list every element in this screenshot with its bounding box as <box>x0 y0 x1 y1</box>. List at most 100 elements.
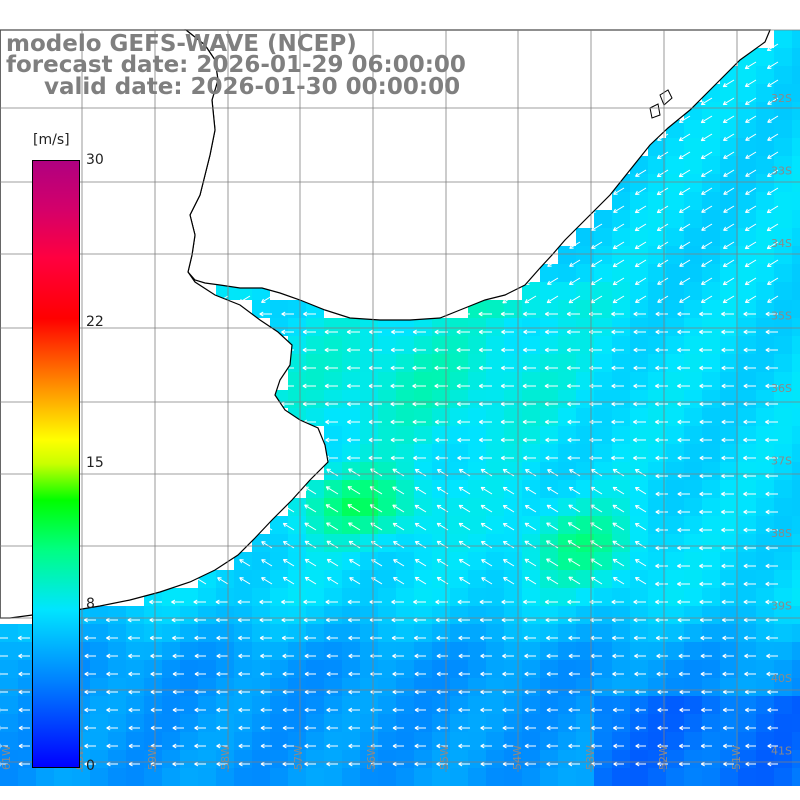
wind-arrow <box>700 169 713 177</box>
wind-arrow <box>721 491 734 497</box>
wind-cell <box>450 624 468 642</box>
wind-arrow <box>414 576 427 585</box>
wind-cell <box>558 570 576 588</box>
wind-cell <box>450 552 468 570</box>
wind-arrow <box>172 761 184 767</box>
wind-arrow <box>390 419 404 425</box>
wind-arrow <box>699 599 712 605</box>
wind-arrow <box>744 689 756 695</box>
wind-arrow <box>84 617 96 623</box>
wind-arrow <box>325 486 339 495</box>
wind-cell <box>360 462 378 480</box>
wind-arrow <box>369 329 382 335</box>
wind-cell <box>558 534 576 552</box>
wind-arrow <box>743 473 756 479</box>
wind-arrow <box>391 635 404 641</box>
wind-arrow <box>721 563 734 569</box>
wind-cell <box>180 696 198 714</box>
wind-cell <box>630 624 648 642</box>
wind-cell <box>432 336 450 354</box>
wind-cell <box>558 480 576 498</box>
wind-cell <box>360 498 378 516</box>
wind-cell <box>396 426 414 444</box>
wind-cell <box>702 426 720 444</box>
wind-cell <box>594 606 612 624</box>
wind-arrow <box>655 581 668 587</box>
wind-cell <box>630 678 648 696</box>
wind-arrow <box>237 617 250 623</box>
wind-arrow <box>523 329 536 335</box>
wind-cell <box>198 624 216 642</box>
wind-cell <box>0 642 18 660</box>
wind-arrow <box>302 383 316 389</box>
wind-arrow <box>414 540 427 549</box>
wind-arrow <box>655 419 668 425</box>
wind-cell <box>630 552 648 570</box>
wind-arrow <box>765 383 778 389</box>
wind-arrow <box>745 761 756 767</box>
wind-arrow <box>634 223 647 232</box>
wind-arrow <box>172 689 184 695</box>
wind-arrow <box>193 617 206 623</box>
wind-arrow <box>699 545 712 551</box>
wind-cell <box>576 660 594 678</box>
wind-arrow <box>239 577 251 585</box>
wind-cell <box>756 156 774 174</box>
wind-cell <box>486 714 504 732</box>
wind-cell <box>432 354 450 372</box>
wind-arrow <box>677 311 690 317</box>
wind-cell <box>666 246 684 264</box>
wind-arrow <box>634 671 646 677</box>
wind-cell <box>504 336 522 354</box>
wind-arrow <box>347 486 361 495</box>
wind-arrow <box>544 347 558 353</box>
wind-arrow <box>546 725 558 731</box>
wind-cell <box>666 372 684 390</box>
wind-arrow <box>238 689 250 695</box>
wind-arrow <box>194 671 206 677</box>
wind-cell <box>450 516 468 534</box>
wind-arrow <box>346 329 360 335</box>
wind-cell <box>486 300 504 318</box>
wind-arrow <box>259 635 272 641</box>
wind-arrow <box>679 223 691 231</box>
wind-cell <box>774 120 792 138</box>
wind-cell <box>792 408 800 426</box>
wind-cell <box>702 372 720 390</box>
wind-cell <box>522 534 540 552</box>
wind-arrow <box>656 241 669 249</box>
wind-cell <box>684 624 702 642</box>
wind-cell <box>0 624 18 642</box>
wind-arrow <box>238 743 250 749</box>
wind-cell <box>774 426 792 444</box>
wind-arrow <box>0 672 8 676</box>
wind-arrow <box>633 617 646 623</box>
wind-cell <box>684 174 702 192</box>
wind-cell <box>756 480 774 498</box>
wind-cell <box>558 732 576 750</box>
wind-cell <box>720 318 738 336</box>
wind-arrow <box>369 504 383 513</box>
wind-arrow <box>699 401 712 407</box>
wind-cell <box>684 516 702 534</box>
wind-arrow <box>216 743 228 749</box>
wind-arrow <box>744 671 756 677</box>
wind-cell <box>486 480 504 498</box>
wind-arrow <box>414 468 427 477</box>
wind-cell <box>486 408 504 426</box>
wind-cell <box>576 462 594 480</box>
wind-arrow <box>501 599 514 605</box>
wind-cell <box>792 390 800 408</box>
wind-arrow <box>613 725 624 731</box>
wind-arrow <box>479 437 492 443</box>
wind-arrow <box>765 419 778 425</box>
latitude-label: 34S <box>771 237 792 250</box>
wind-arrow <box>545 455 558 461</box>
wind-arrow <box>457 599 470 605</box>
wind-arrow <box>390 401 404 407</box>
wind-cell <box>576 768 594 786</box>
wind-cell <box>162 714 180 732</box>
wind-cell <box>684 300 702 318</box>
wind-cell <box>594 480 612 498</box>
wind-arrow <box>633 599 646 605</box>
